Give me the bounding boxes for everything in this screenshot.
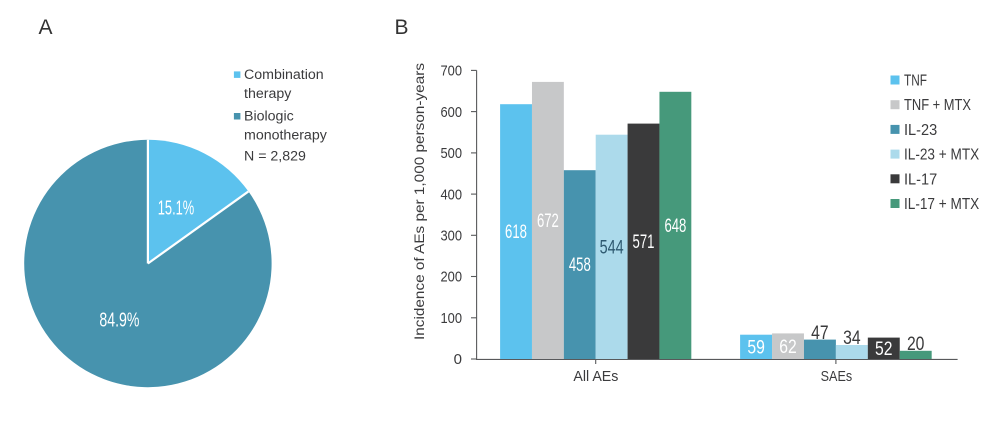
svg-text:571: 571 <box>633 232 655 253</box>
svg-text:therapy: therapy <box>244 86 292 102</box>
svg-text:400: 400 <box>441 186 463 203</box>
svg-text:0: 0 <box>454 351 462 368</box>
svg-text:15.1%: 15.1% <box>158 197 195 219</box>
svg-text:52: 52 <box>875 339 893 360</box>
svg-text:SAEs: SAEs <box>821 368 853 385</box>
svg-text:A: A <box>39 16 53 39</box>
svg-text:300: 300 <box>441 228 463 245</box>
svg-text:59: 59 <box>747 337 765 358</box>
svg-text:IL-23 + MTX: IL-23 + MTX <box>904 147 979 164</box>
svg-text:Incidence of AEs per 1,000 per: Incidence of AEs per 1,000 person-years <box>411 63 427 340</box>
svg-text:B: B <box>395 16 409 39</box>
svg-text:monotherapy: monotherapy <box>244 128 328 144</box>
svg-text:672: 672 <box>537 211 559 232</box>
svg-text:458: 458 <box>569 255 591 276</box>
svg-text:IL-17: IL-17 <box>904 171 937 188</box>
svg-text:34: 34 <box>843 328 861 349</box>
svg-text:TNF + MTX: TNF + MTX <box>904 97 971 114</box>
svg-text:Combination: Combination <box>244 67 324 83</box>
svg-text:All AEs: All AEs <box>573 368 618 385</box>
svg-text:544: 544 <box>600 238 624 259</box>
svg-text:IL-17 + MTX: IL-17 + MTX <box>904 196 979 213</box>
svg-text:Biologic: Biologic <box>244 109 294 125</box>
svg-text:84.9%: 84.9% <box>99 310 139 332</box>
svg-text:500: 500 <box>441 145 463 162</box>
svg-text:TNF: TNF <box>904 73 927 90</box>
svg-text:N = 2,829: N = 2,829 <box>244 149 306 165</box>
svg-text:648: 648 <box>664 216 686 237</box>
svg-text:62: 62 <box>779 337 797 358</box>
svg-text:200: 200 <box>441 269 463 286</box>
svg-text:600: 600 <box>441 104 463 121</box>
svg-text:20: 20 <box>907 334 925 355</box>
svg-text:100: 100 <box>441 310 463 327</box>
svg-text:618: 618 <box>505 222 527 243</box>
svg-text:700: 700 <box>441 63 463 80</box>
svg-text:IL-23: IL-23 <box>904 122 937 139</box>
svg-text:47: 47 <box>811 323 829 344</box>
